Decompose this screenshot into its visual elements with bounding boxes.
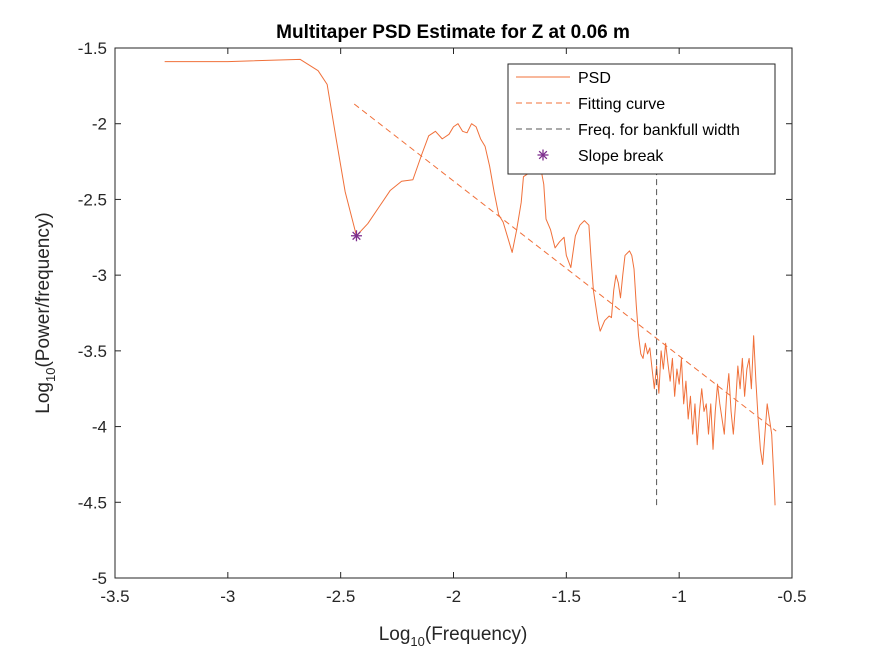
psd-line bbox=[164, 58, 776, 506]
x-tick-label: -2.5 bbox=[326, 587, 355, 606]
y-tick-label: -3 bbox=[92, 266, 107, 285]
y-tick-label: -3.5 bbox=[78, 342, 107, 361]
ticks-layer: -3.5 -3 -2.5 -2 -1.5 -1 -0.5 -5 -4.5 -4 -3.5 -3 -2.5… bbox=[78, 39, 807, 606]
legend-label-psd: PSD bbox=[578, 70, 611, 87]
chart-title: Multitaper PSD Estimate for Z at 0.06 m bbox=[276, 22, 630, 43]
y-tick-label: -5 bbox=[92, 569, 107, 588]
x-tick-label: -3 bbox=[220, 587, 235, 606]
x-tick-label: -0.5 bbox=[777, 587, 806, 606]
legend-label-freq-for-bankfull-width: Freq. for bankfull width bbox=[578, 122, 740, 139]
legend: PSD Fitting curve Freq. for bankfull width… bbox=[507, 63, 776, 175]
x-axis-label-base: Log bbox=[379, 624, 411, 645]
legend-swatch-slope-break bbox=[537, 149, 549, 161]
asterisk-stroke bbox=[352, 231, 361, 241]
fitting-curve-line bbox=[353, 103, 777, 432]
legend-label-slope-break: Slope break bbox=[578, 148, 664, 165]
series-layer bbox=[164, 58, 777, 507]
asterisk-stroke bbox=[538, 150, 548, 160]
x-axis-label-subscript: 10 bbox=[410, 634, 424, 649]
legend-items: PSD Fitting curve Freq. for bankfull width… bbox=[516, 70, 740, 165]
legend-box bbox=[507, 63, 776, 175]
legend-label-fitting-curve: Fitting curve bbox=[578, 96, 665, 113]
x-tick-label: -1.5 bbox=[552, 587, 581, 606]
y-tick-label: -4.5 bbox=[78, 493, 107, 512]
x-axis-label: Log10(Frequency) bbox=[379, 624, 528, 649]
slope-break-marker bbox=[350, 230, 362, 242]
y-axis-label-rest: (Power/frequency) bbox=[33, 212, 54, 367]
x-tick-label: -2 bbox=[446, 587, 461, 606]
y-tick-label: -2.5 bbox=[78, 190, 107, 209]
x-tick-label: -3.5 bbox=[100, 587, 129, 606]
y-tick-label: -4 bbox=[92, 418, 107, 437]
y-axis-label-base: Log bbox=[33, 382, 54, 414]
y-tick-label: -2 bbox=[92, 115, 107, 134]
y-axis-label: Log10(Power/frequency) bbox=[33, 212, 58, 413]
y-tick-label: -1.5 bbox=[78, 39, 107, 58]
x-axis-label-rest: (Frequency) bbox=[425, 624, 527, 645]
y-axis-label-subscript: 10 bbox=[43, 368, 58, 382]
x-tick-label: -1 bbox=[672, 587, 687, 606]
